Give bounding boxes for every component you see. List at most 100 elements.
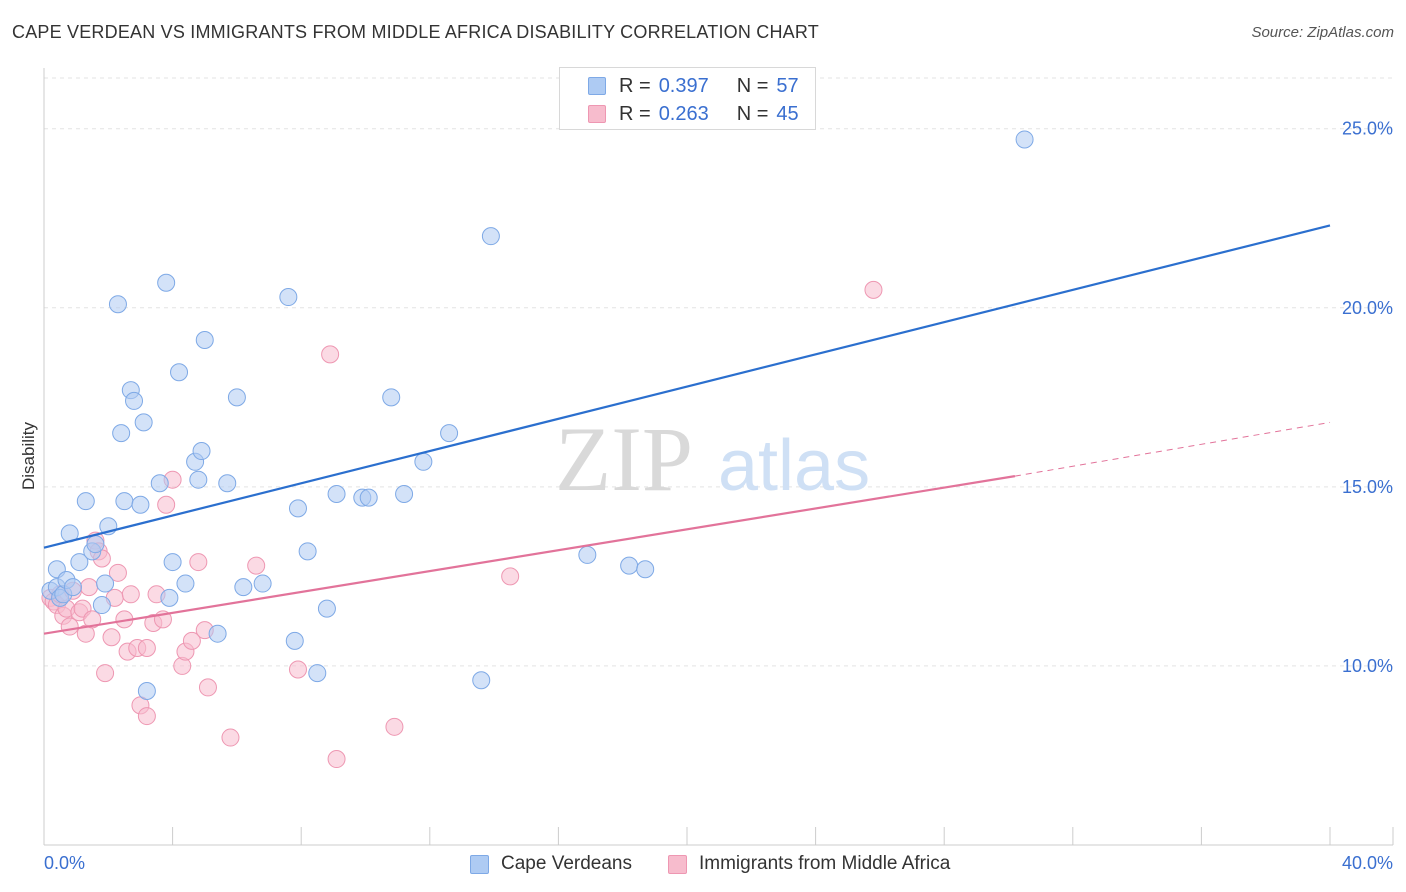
tick-labels: 10.0% 15.0% 20.0% 25.0% 0.0% 40.0% xyxy=(44,119,1393,873)
y-tick-label: 15.0% xyxy=(1342,477,1393,497)
middle-africa-point xyxy=(157,495,176,514)
chart-source: Source: ZipAtlas.com xyxy=(1251,24,1394,41)
cape-verdean-point xyxy=(253,574,272,593)
cape-verdean-point xyxy=(359,488,378,507)
cape-verdean-point xyxy=(125,391,144,410)
bottom-legend-cape-verdeans: Cape Verdeans xyxy=(470,851,632,877)
middle-africa-point xyxy=(137,639,156,658)
middle-africa-point xyxy=(385,717,404,736)
cape-verdean-point xyxy=(234,578,253,597)
cape-verdean-point xyxy=(636,560,655,579)
middle-africa-point xyxy=(60,617,79,636)
middle-africa-point xyxy=(221,728,240,747)
middle-africa-point xyxy=(121,585,140,604)
middle-africa-point xyxy=(102,628,121,647)
middle-africa-point xyxy=(137,707,156,726)
cape-verdean-point xyxy=(76,492,95,511)
cape-verdean-point xyxy=(157,273,176,292)
grid-lines xyxy=(44,77,1395,667)
cape-verdean-point xyxy=(108,295,127,314)
cape-verdean-point xyxy=(327,485,346,504)
middle-africa-point xyxy=(321,345,340,364)
cape-verdean-point xyxy=(195,331,214,350)
cape-verdean-point xyxy=(131,495,150,514)
cape-verdean-point xyxy=(395,485,414,504)
cape-verdean-point xyxy=(227,388,246,407)
cape-verdean-point xyxy=(92,596,111,615)
legend-swatch-blue xyxy=(588,77,606,95)
middle-africa-trend-extension xyxy=(1014,421,1331,477)
cape-verdeans-trend-line xyxy=(43,224,1331,549)
middle-africa-point xyxy=(80,578,99,597)
cape-verdean-point xyxy=(150,474,169,493)
middle-africa-point xyxy=(198,678,217,697)
cape-verdean-point xyxy=(382,388,401,407)
x-tick-label: 40.0% xyxy=(1342,853,1393,873)
middle-africa-trend-line xyxy=(43,475,1016,635)
series-cape-verdeans-points xyxy=(41,130,1034,700)
x-tick-label: 0.0% xyxy=(44,853,85,873)
cape-verdean-point xyxy=(481,227,500,246)
y-tick-label: 20.0% xyxy=(1342,298,1393,318)
middle-africa-point xyxy=(247,556,266,575)
cape-verdean-point xyxy=(279,288,298,307)
y-axis-label: Disability xyxy=(19,421,38,490)
cape-verdean-point xyxy=(96,574,115,593)
middle-africa-point xyxy=(182,631,201,650)
legend-swatch-pink xyxy=(588,105,606,123)
cape-verdean-point xyxy=(620,556,639,575)
legend-n-value: 57 xyxy=(776,74,799,97)
middle-africa-point xyxy=(189,553,208,572)
bottom-legend-swatch-blue xyxy=(470,854,489,874)
watermark-zip: ZIP xyxy=(555,408,693,510)
legend-row-middle-africa: R = 0.263 N = 45 xyxy=(560,101,799,127)
cape-verdean-point xyxy=(163,553,182,572)
cape-verdean-point xyxy=(112,424,131,443)
cape-verdean-point xyxy=(115,492,134,511)
cape-verdean-point xyxy=(288,499,307,518)
middle-africa-point xyxy=(864,280,883,299)
trend-lines xyxy=(43,224,1331,635)
cape-verdean-point xyxy=(137,682,156,700)
cape-verdean-point xyxy=(218,474,237,493)
chart-title: CAPE VERDEAN VS IMMIGRANTS FROM MIDDLE A… xyxy=(12,22,819,42)
cape-verdean-point xyxy=(170,363,189,382)
cape-verdean-point xyxy=(176,574,195,593)
cape-verdean-point xyxy=(440,424,459,443)
legend-r-value: 0.263 xyxy=(658,102,709,125)
legend-n-label: N = xyxy=(736,74,769,97)
bottom-legend-label: Immigrants from Middle Africa xyxy=(699,853,951,874)
legend-r-value: 0.397 xyxy=(658,74,709,97)
correlation-legend: R = 0.397 N = 57 R = 0.263 N = 45 xyxy=(559,67,816,130)
cape-verdean-point xyxy=(1015,130,1034,149)
cape-verdean-point xyxy=(308,664,327,683)
cape-verdean-point xyxy=(472,671,491,690)
middle-africa-point xyxy=(288,660,307,679)
cape-verdean-point xyxy=(192,442,211,461)
legend-n-value: 45 xyxy=(776,102,799,125)
bottom-legend-middle-africa: Immigrants from Middle Africa xyxy=(668,851,950,877)
middle-africa-point xyxy=(327,750,346,769)
middle-africa-point xyxy=(96,664,115,683)
cape-verdean-point xyxy=(285,631,304,650)
watermark-atlas: atlas xyxy=(718,426,870,506)
y-tick-label: 10.0% xyxy=(1342,656,1393,676)
y-tick-label: 25.0% xyxy=(1342,119,1393,139)
middle-africa-point xyxy=(108,563,127,582)
legend-r-label: R = xyxy=(619,102,651,125)
cape-verdean-point xyxy=(70,553,89,572)
cape-verdean-point xyxy=(317,599,336,618)
axes xyxy=(43,68,1394,846)
bottom-legend-label: Cape Verdeans xyxy=(501,853,632,874)
legend-r-label: R = xyxy=(619,74,651,97)
cape-verdean-point xyxy=(298,542,317,561)
cape-verdean-point xyxy=(208,624,227,643)
cape-verdean-point xyxy=(578,545,597,564)
cape-verdean-point xyxy=(189,470,208,489)
cape-verdean-point xyxy=(160,588,179,607)
middle-africa-point xyxy=(83,610,102,629)
legend-n-label: N = xyxy=(736,102,769,125)
cape-verdean-point xyxy=(86,535,105,554)
cape-verdean-point xyxy=(414,452,433,471)
